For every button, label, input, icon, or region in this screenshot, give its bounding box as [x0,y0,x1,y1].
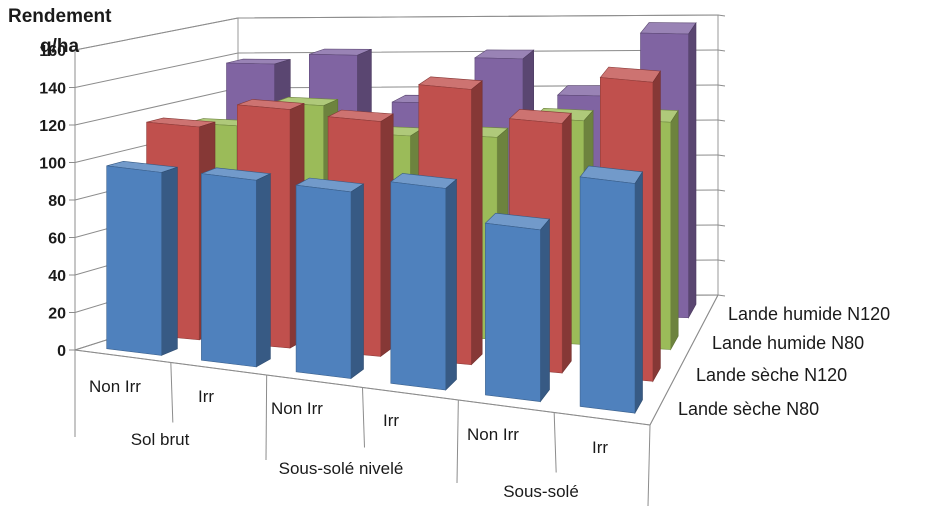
series-label: Lande sèche N80 [678,399,819,419]
category-separator [170,362,174,423]
group-label: Sous-solé nivelé [279,459,404,478]
bar-side [688,21,697,319]
bar-side [445,178,457,391]
bar-side [652,70,661,383]
group-label: Sol brut [131,430,190,449]
series-label: Lande humide N80 [712,333,864,353]
gridline [74,49,719,88]
category-label: Non Irr [467,425,519,444]
category-label: Irr [198,387,214,406]
y-axis-title-line2: q/ha [40,36,79,57]
y-tick-label: 140 [39,81,66,98]
bar-side [540,218,550,403]
bar-side [255,173,271,368]
group-separator [265,374,268,461]
y-tick-label: 40 [48,268,66,285]
right-tick-mark [717,259,726,262]
series-label: Lande humide N120 [728,304,890,324]
right-tick-mark [717,224,726,227]
category-label: Irr [592,438,608,457]
bar-side [561,112,572,374]
bars [106,21,697,415]
bar [201,167,272,368]
right-tick-mark [717,154,726,157]
category-label: Non Irr [271,399,323,418]
category-label: Non Irr [89,377,141,396]
bar [295,177,365,380]
bar-front [485,222,541,402]
x-axis-line [74,349,651,426]
labels: Rendement q/ha 0 20 40 60 80 100 120 140 160 Non … [8,6,890,501]
category-label: Irr [383,411,399,430]
y-tick-label: 20 [48,306,66,323]
group-label: Sous-solé [503,482,579,501]
y-tick-label: 0 [57,343,66,360]
category-separator [362,387,365,448]
bar-top [639,22,697,35]
bar-side [670,109,679,351]
bar-front [106,165,162,356]
right-tick-mark [717,294,726,297]
group-separator [647,424,651,507]
gridline [74,14,719,51]
y-tick-label: 120 [39,118,66,135]
y-tick-label: 160 [39,43,66,60]
bar [579,165,644,415]
bar-side [471,80,483,366]
series-label: Lande sèche N120 [696,365,847,385]
y-tick-label: 100 [39,156,66,173]
bar [390,173,458,391]
bar-front [579,176,636,414]
right-tick-mark [717,189,726,192]
group-separator [456,399,459,484]
category-separator [553,412,557,473]
bar [484,212,551,403]
right-tick-mark [717,119,726,122]
y-axis-title-line1: Rendement [8,6,112,27]
bar-side [161,166,178,356]
y-tick-label: 60 [48,231,66,248]
right-tick-mark [717,14,726,17]
bar-side [350,183,364,380]
y-tick-label: 80 [48,193,66,210]
bar-front [201,173,257,368]
depth-axis-line [649,294,719,426]
right-tick-mark [717,49,726,52]
bar [106,160,178,356]
right-tick-mark [717,84,726,87]
axes [69,14,726,507]
bar-side [634,170,643,415]
bar-front [295,184,352,379]
bar-front [390,181,447,391]
